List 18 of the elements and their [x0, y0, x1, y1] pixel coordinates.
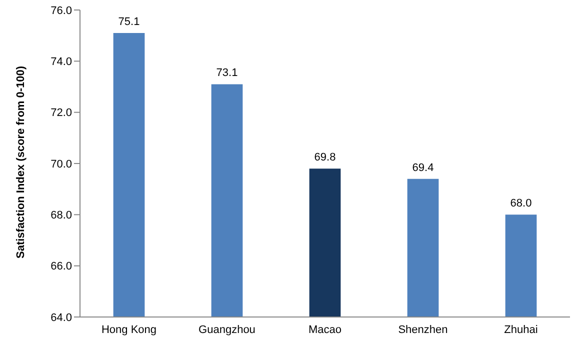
- x-tick-label: Shenzhen: [398, 324, 448, 336]
- x-tick-label: Hong Kong: [101, 324, 157, 336]
- y-tick-label: 76.0: [50, 4, 72, 17]
- data-label: 68.0: [510, 198, 532, 210]
- y-tick-label: 70.0: [50, 158, 72, 170]
- y-tick-label: 66.0: [50, 260, 72, 273]
- y-tick-label: 74.0: [50, 56, 72, 68]
- y-tick-label: 68.0: [50, 210, 72, 222]
- y-tick-label: 72.0: [50, 107, 72, 120]
- data-label: 73.1: [216, 67, 238, 80]
- y-axis-title: Satisfaction Index (score from 0-100): [14, 66, 27, 258]
- x-tick-label: Guangzhou: [198, 324, 256, 336]
- data-label: 69.8: [314, 152, 336, 164]
- y-tick-label: 64.0: [50, 312, 72, 324]
- data-label: 75.1: [118, 16, 140, 28]
- x-tick-label: Macao: [308, 324, 342, 336]
- x-tick-label: Zhuhai: [504, 324, 538, 336]
- data-label: 69.4: [412, 162, 434, 174]
